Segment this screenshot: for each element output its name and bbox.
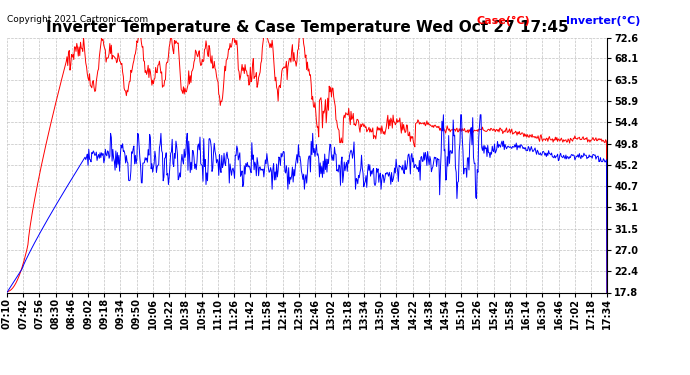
Text: Case(°C): Case(°C) — [476, 16, 530, 26]
Text: Copyright 2021 Cartronics.com: Copyright 2021 Cartronics.com — [7, 15, 148, 24]
Title: Inverter Temperature & Case Temperature Wed Oct 27 17:45: Inverter Temperature & Case Temperature … — [46, 20, 569, 35]
Text: Inverter(°C): Inverter(°C) — [566, 16, 640, 26]
